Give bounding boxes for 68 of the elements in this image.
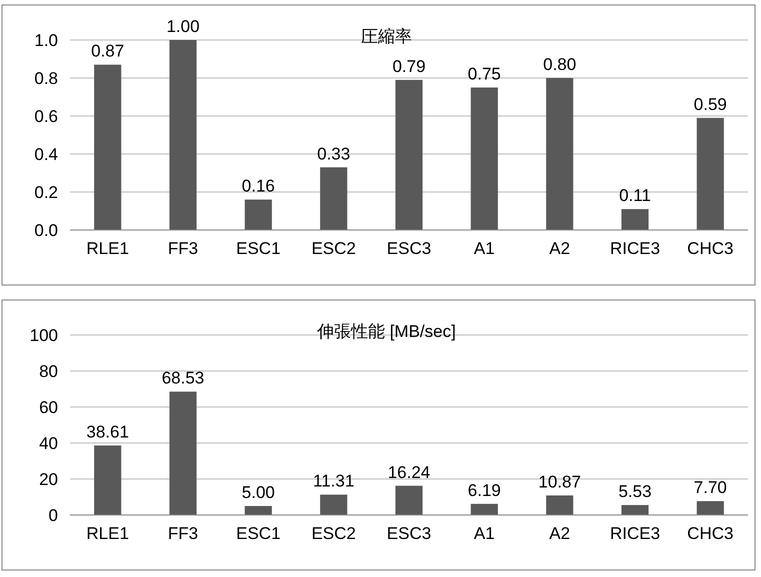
x-tick-label: A1	[474, 524, 495, 543]
x-tick-label: ESC1	[236, 524, 281, 543]
y-tick-label: 80	[39, 362, 58, 381]
bar	[169, 392, 197, 515]
data-label: 5.00	[242, 483, 275, 502]
bar	[395, 486, 423, 515]
bar	[546, 495, 574, 515]
x-tick-label: RICE3	[610, 239, 660, 258]
y-tick-label: 0	[48, 506, 58, 525]
data-label: 0.87	[91, 42, 124, 61]
data-label: 0.80	[543, 55, 576, 74]
y-tick-label: 0.8	[34, 69, 58, 88]
x-tick-label: RICE3	[610, 524, 660, 543]
y-tick-label: 100	[30, 326, 58, 345]
data-label: 1.00	[166, 17, 200, 36]
bar	[94, 64, 122, 230]
y-tick-label: 0.2	[34, 183, 58, 202]
x-tick-label: CHC3	[687, 239, 734, 258]
bar	[320, 167, 348, 230]
data-label: 0.33	[317, 144, 350, 164]
y-tick-label: 40	[39, 434, 58, 453]
chart-title: 伸張性能 [MB/sec]	[316, 322, 456, 341]
data-label: 11.31	[313, 472, 354, 491]
data-label: 0.59	[694, 94, 727, 114]
x-tick-label: ESC2	[311, 239, 356, 258]
bar	[621, 505, 649, 515]
x-tick-label: ESC1	[236, 239, 281, 258]
bar	[470, 504, 498, 515]
y-tick-label: 0.4	[34, 145, 58, 164]
y-tick-label: 60	[39, 398, 58, 417]
x-tick-label: FF3	[168, 524, 198, 543]
data-label: 0.11	[619, 186, 651, 206]
data-label: 0.79	[392, 56, 426, 76]
data-label: 16.24	[388, 462, 430, 482]
data-label: 7.70	[694, 478, 727, 498]
bar	[395, 80, 423, 230]
x-tick-label: RLE1	[86, 524, 129, 543]
data-label: 68.53	[162, 368, 204, 388]
y-tick-label: 0.6	[34, 107, 58, 126]
x-tick-label: FF3	[168, 239, 198, 258]
y-tick-label: 20	[39, 470, 58, 489]
bar	[696, 501, 724, 515]
bar	[621, 209, 649, 230]
y-tick-label: 1.0	[34, 31, 58, 50]
x-tick-label: CHC3	[687, 524, 734, 543]
x-tick-label: RLE1	[86, 239, 129, 258]
data-label: 0.75	[468, 64, 501, 84]
x-tick-label: A2	[549, 239, 570, 258]
data-label: 5.53	[618, 482, 652, 502]
bar	[94, 446, 122, 515]
x-tick-label: ESC3	[386, 239, 432, 258]
data-label: 38.61	[86, 422, 129, 442]
bar	[320, 494, 348, 515]
x-tick-label: A1	[474, 239, 495, 258]
bar	[470, 88, 498, 230]
data-label: 10.87	[538, 472, 581, 492]
x-tick-label: ESC3	[386, 524, 432, 543]
data-label: 0.16	[242, 176, 275, 196]
x-tick-label: ESC2	[311, 524, 356, 543]
bar	[546, 78, 574, 230]
bar	[696, 118, 724, 230]
bar	[169, 40, 197, 230]
x-tick-label: A2	[549, 524, 570, 543]
bar	[244, 506, 272, 515]
y-tick-label: 0.0	[34, 221, 58, 240]
bar	[244, 200, 272, 230]
chart-title: 圧縮率	[360, 27, 412, 46]
data-label: 6.19	[468, 480, 501, 500]
